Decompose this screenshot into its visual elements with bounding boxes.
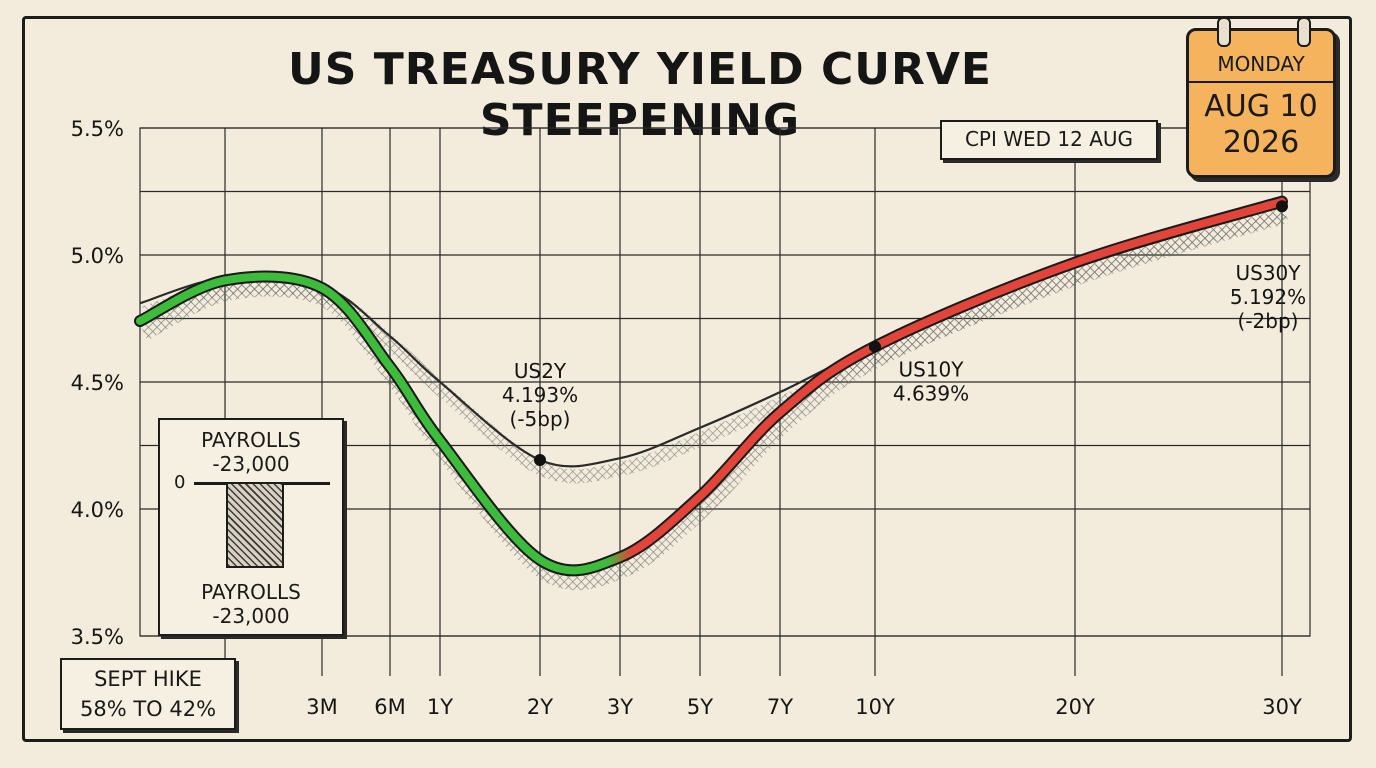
x-tick-label: 30Y [1262, 695, 1302, 719]
data-point [869, 340, 881, 353]
calendar-icon: MONDAY AUG 10 2026 [1186, 17, 1336, 178]
data-label: 5.192% [1230, 285, 1306, 309]
x-tick-label: 6M [374, 695, 405, 719]
y-tick-label: 5.0% [71, 244, 124, 268]
x-tick-label: 10Y [855, 695, 895, 719]
payrolls-zero-axis [194, 482, 330, 485]
chart-title: US TREASURY YIELD CURVE STEEPENING [288, 44, 992, 146]
data-point [534, 453, 546, 466]
x-tick-label: 7Y [767, 695, 793, 719]
data-label: US10Y [899, 358, 965, 382]
data-point [1276, 200, 1288, 213]
x-tick-label: 3M [306, 695, 337, 719]
x-tick-label: 1Y [427, 695, 453, 719]
payrolls-zero-label: 0 [174, 472, 186, 493]
payrolls-top-line1: PAYROLLS [201, 428, 301, 452]
current-curve-shadow [140, 205, 1289, 591]
payrolls-bottom-line2: -23,000 [212, 604, 290, 628]
calendar-date-line1: AUG 10 [1204, 89, 1318, 124]
payrolls-top-label: PAYROLLS -23,000 [160, 428, 342, 476]
data-label: US2Y [514, 359, 567, 383]
x-tick-label: 5Y [687, 695, 713, 719]
payrolls-bottom-label: PAYROLLS -23,000 [160, 580, 342, 628]
data-label: (-5bp) [510, 407, 571, 431]
x-tick-label: 3Y [607, 695, 633, 719]
y-tick-label: 4.0% [71, 498, 124, 522]
calendar-day: MONDAY [1189, 47, 1333, 83]
data-label: 4.639% [893, 382, 969, 406]
calendar-date: AUG 10 2026 [1189, 89, 1333, 161]
y-tick-label: 4.5% [71, 371, 124, 395]
data-label: US30Y [1236, 261, 1302, 285]
calendar-ring-icon [1297, 17, 1311, 47]
series-line-current [136, 197, 1286, 575]
payrolls-bar [226, 484, 284, 568]
sept-hike-label: SEPT HIKE 58% TO 42% [60, 658, 236, 730]
y-tick-label: 5.5% [71, 117, 124, 141]
y-tick-label: 3.5% [71, 625, 124, 649]
sept-hike-line2: 58% TO 42% [79, 697, 217, 721]
data-label: 4.193% [502, 383, 578, 407]
payrolls-top-line2: -23,000 [212, 452, 290, 476]
x-tick-label: 2Y [527, 695, 553, 719]
data-label: (-2bp) [1238, 309, 1299, 333]
x-tick-label: 20Y [1055, 695, 1095, 719]
payrolls-bottom-line1: PAYROLLS [201, 580, 301, 604]
cpi-date-label: CPI WED 12 AUG [940, 120, 1158, 160]
payrolls-inset: PAYROLLS -23,000 0 PAYROLLS -23,000 [158, 418, 344, 636]
calendar-date-line2: 2026 [1222, 125, 1300, 160]
chart-frame [22, 16, 1352, 742]
calendar-ring-icon [1217, 17, 1231, 47]
sept-hike-line1: SEPT HIKE [94, 667, 202, 691]
